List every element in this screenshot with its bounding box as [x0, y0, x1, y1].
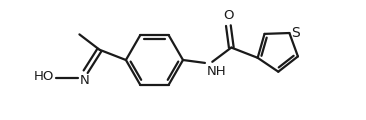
Text: N: N	[79, 74, 89, 87]
Text: O: O	[223, 9, 234, 22]
Text: NH: NH	[206, 65, 226, 78]
Text: HO: HO	[34, 70, 54, 83]
Text: S: S	[292, 26, 300, 40]
